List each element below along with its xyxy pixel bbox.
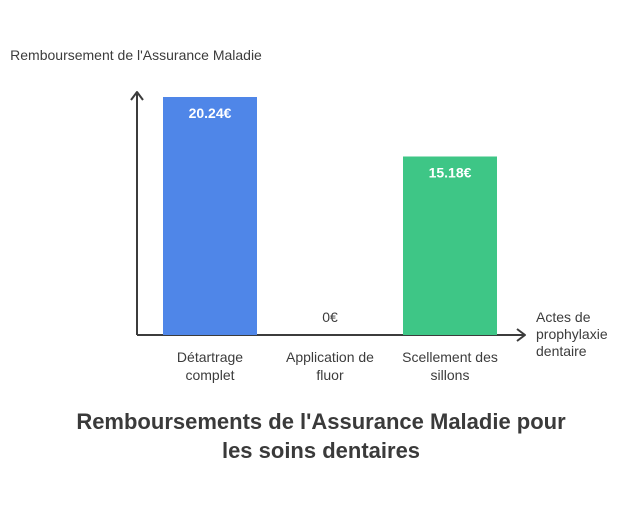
category-label: Détartrage complet (177, 349, 243, 383)
y-axis-arrow (130, 91, 144, 101)
x-axis-arrow (516, 328, 526, 342)
chart-title: Remboursements de l'Assurance Maladie po… (76, 409, 566, 463)
y-axis-label: Remboursement de l'Assurance Maladie (10, 47, 262, 63)
category-label: Scellement des sillons (402, 349, 498, 383)
x-axis-label: Actes de prophylaxie dentaire (536, 309, 608, 359)
bar (163, 97, 257, 335)
bar-value-label: 0€ (322, 309, 338, 325)
bar-value-label: 20.24€ (189, 105, 232, 121)
bar (403, 156, 497, 335)
category-label: Application de fluor (286, 349, 374, 383)
bar-value-label: 15.18€ (429, 165, 472, 181)
